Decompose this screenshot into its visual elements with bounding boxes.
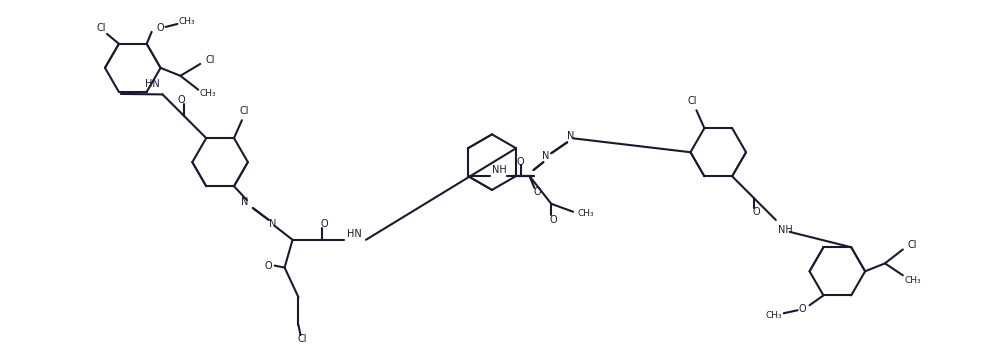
Text: N: N (568, 131, 575, 141)
Text: O: O (265, 261, 273, 270)
Text: Cl: Cl (206, 55, 215, 65)
Text: Cl: Cl (688, 96, 698, 106)
Text: Cl: Cl (298, 334, 307, 344)
Text: Cl: Cl (96, 23, 105, 33)
Text: O: O (752, 207, 760, 217)
Text: CH₃: CH₃ (904, 276, 921, 285)
Text: O: O (799, 304, 807, 314)
Text: N: N (241, 197, 249, 207)
Text: CH₃: CH₃ (578, 209, 594, 218)
Text: O: O (177, 95, 185, 105)
Text: HN: HN (146, 80, 160, 89)
Text: Cl: Cl (908, 240, 917, 249)
Text: HN: HN (346, 229, 361, 239)
Text: N: N (541, 151, 549, 161)
Text: NH: NH (492, 165, 507, 175)
Text: O: O (517, 157, 524, 167)
Text: CH₃: CH₃ (766, 311, 782, 320)
Text: Cl: Cl (239, 106, 249, 116)
Text: O: O (533, 187, 541, 197)
Text: NH: NH (778, 225, 793, 235)
Text: O: O (549, 215, 557, 225)
Text: CH₃: CH₃ (178, 17, 195, 26)
Text: O: O (156, 23, 164, 33)
Text: CH₃: CH₃ (200, 89, 216, 98)
Text: O: O (321, 219, 328, 229)
Text: N: N (269, 219, 277, 229)
